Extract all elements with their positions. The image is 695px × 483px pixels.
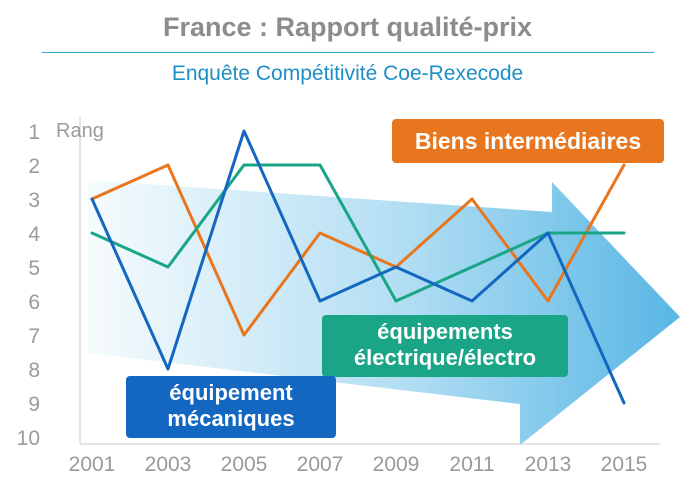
label-equipements-line1: équipements	[377, 319, 513, 344]
y-tick-label: 5	[28, 257, 40, 280]
x-tick-label: 2005	[221, 453, 268, 476]
x-axis: 2001 2003 2005 2007 2009 2011 2013 2015	[69, 443, 660, 476]
y-tick-label: 6	[28, 291, 40, 314]
chart-title: France : Rapport qualité-prix	[162, 12, 533, 42]
y-tick-label: 8	[28, 359, 40, 382]
y-axis: 1 2 3 4 5 6 7 8 9 10 Rang	[17, 116, 104, 450]
series-line-2	[90, 129, 626, 405]
title-divider	[42, 52, 654, 53]
y-tick-label: 9	[28, 393, 40, 416]
chart-subtitle: Enquête Compétitivité Coe-Rexecode	[171, 62, 524, 85]
x-tick-label: 2003	[145, 453, 192, 476]
label-equipement-mecaniques: équipement mécaniques	[126, 376, 336, 438]
y-tick-label: 4	[28, 223, 40, 246]
x-tick-label: 2009	[373, 453, 420, 476]
label-equipement-line1: équipement	[169, 380, 293, 405]
y-tick-label: 10	[17, 427, 40, 450]
label-equipement-line2: mécaniques	[167, 405, 295, 431]
x-tick-label: 2011	[449, 453, 494, 476]
y-tick-label: 7	[28, 325, 40, 348]
series-line-1	[90, 163, 626, 303]
label-biens-intermediaires: Biens intermédiaires	[392, 119, 664, 163]
series-layer	[90, 129, 626, 405]
x-tick-label: 2015	[601, 453, 648, 476]
x-tick-label: 2001	[69, 453, 116, 476]
label-equipements-electrique: équipements électrique/électro	[322, 315, 568, 377]
y-tick-label: 1	[28, 121, 40, 144]
label-equipements-line2: électrique/électro	[353, 344, 537, 370]
y-tick-label: 3	[28, 189, 40, 212]
x-tick-label: 2013	[525, 453, 572, 476]
y-axis-label: Rang	[56, 120, 104, 142]
y-tick-label: 2	[28, 155, 40, 178]
series-line-0	[90, 163, 626, 337]
x-tick-label: 2007	[297, 453, 344, 476]
